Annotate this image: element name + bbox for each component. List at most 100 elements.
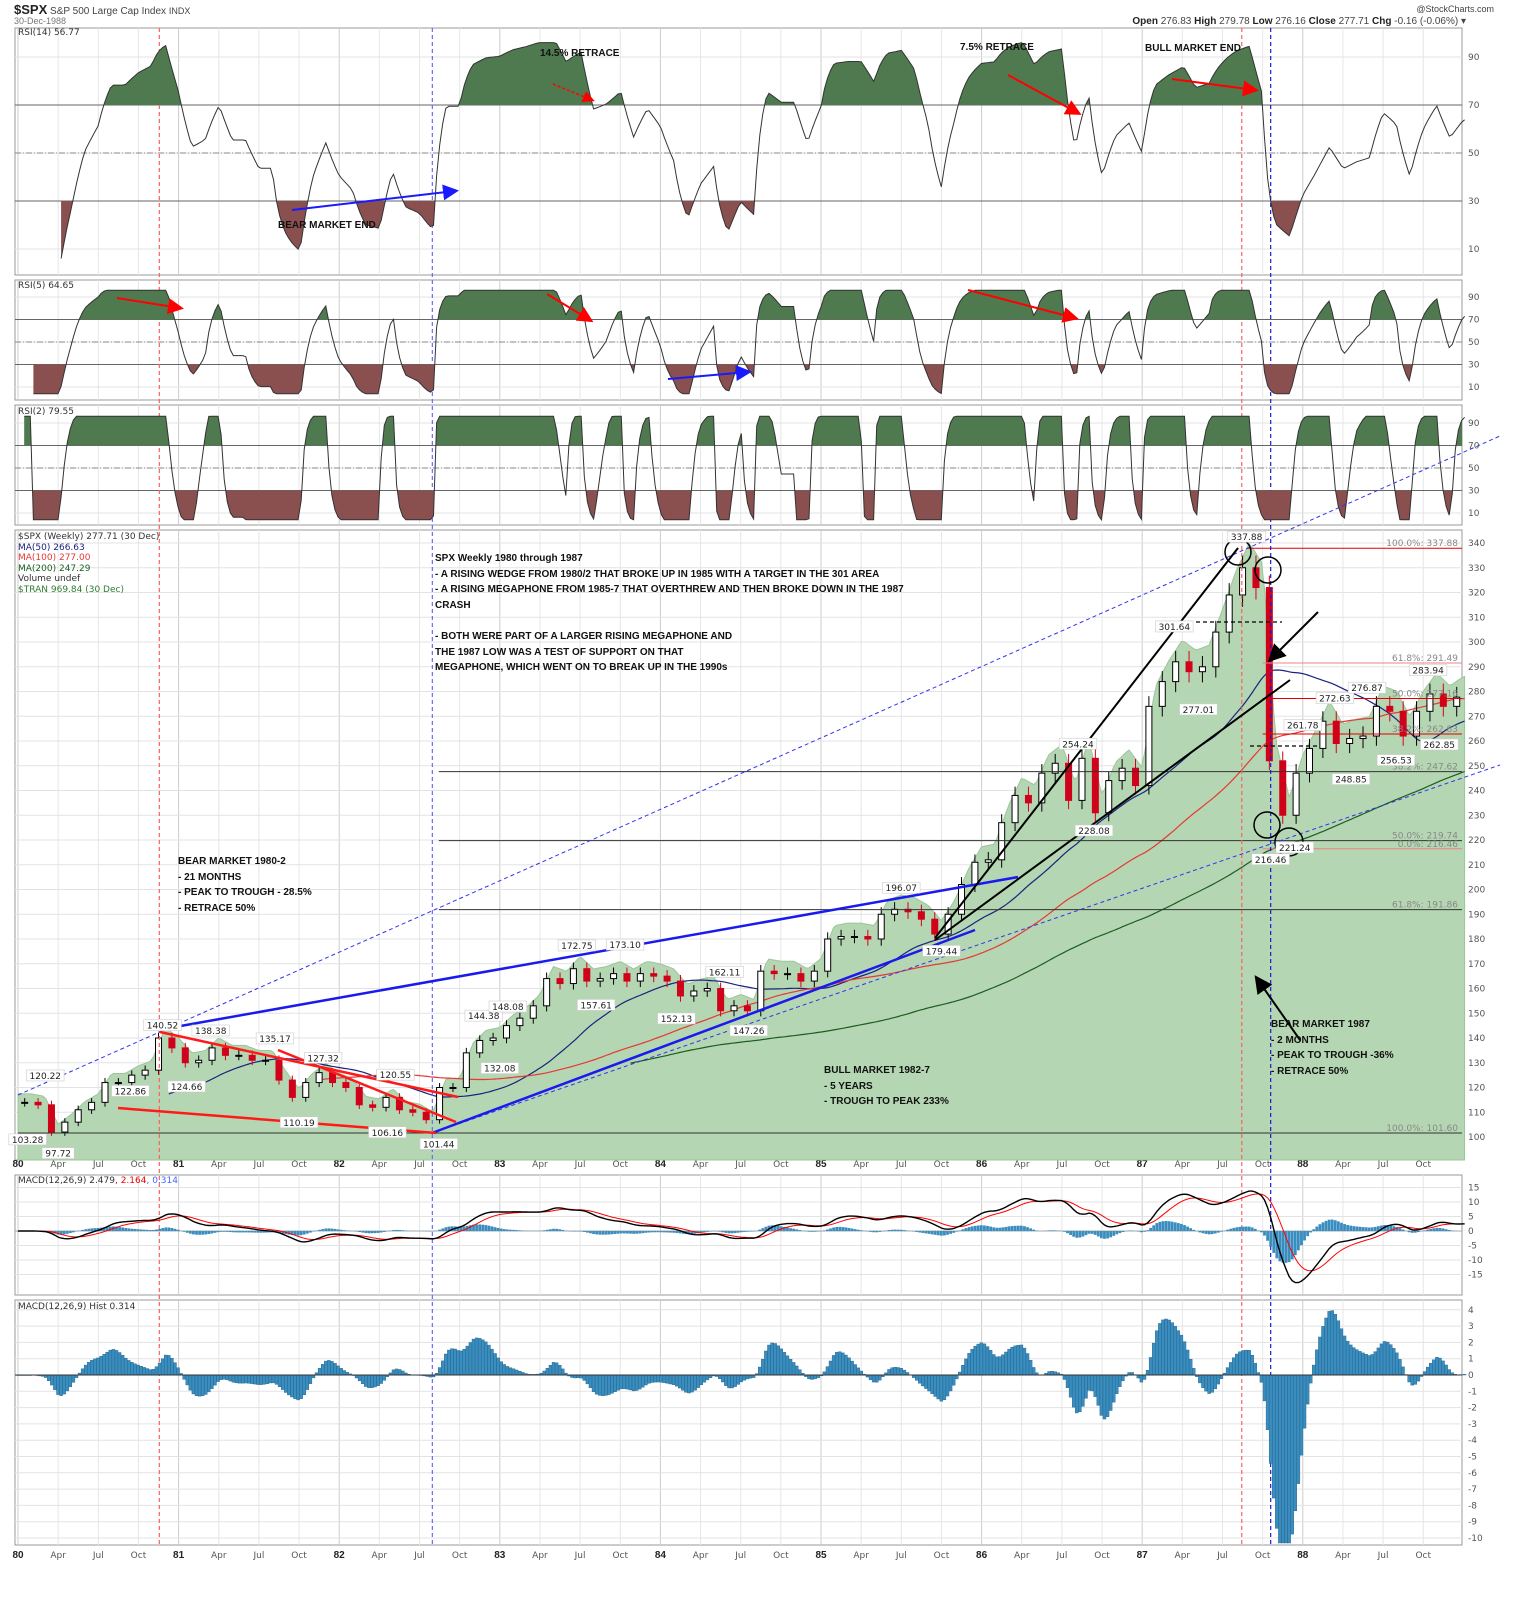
histogram-bar — [1216, 1374, 1221, 1385]
close-label: Close — [1308, 16, 1336, 27]
macd-histogram-bar — [822, 1230, 826, 1231]
histogram-bar — [1318, 1336, 1322, 1376]
macd-histogram-bar — [1296, 1231, 1300, 1251]
histogram-bar — [139, 1366, 143, 1376]
histogram-bar — [357, 1374, 362, 1382]
macd-histogram-bar — [1198, 1231, 1202, 1233]
histogram-bar — [502, 1364, 506, 1376]
macd-histogram-bar — [687, 1231, 691, 1235]
x-axis-year-label: 85 — [815, 1550, 827, 1561]
histogram-bar — [185, 1374, 189, 1386]
macd-histogram-bar — [1066, 1231, 1069, 1234]
histogram-bar — [915, 1374, 919, 1381]
macd-histogram-bar — [115, 1226, 118, 1231]
histogram-bar — [47, 1374, 51, 1381]
macd-histogram-bar — [979, 1225, 983, 1231]
macd-line — [18, 1190, 1465, 1284]
x-axis-month-label: Oct — [612, 1551, 628, 1561]
macd-histogram-bar — [136, 1229, 140, 1231]
price-label: 248.85 — [1335, 776, 1367, 786]
macd-histogram-bar — [1327, 1219, 1331, 1231]
x-axis-month-label: Jul — [1055, 1551, 1067, 1561]
histogram-bar — [1348, 1344, 1353, 1376]
price-axis-tick-label: 250 — [1468, 762, 1485, 772]
histogram-bar — [204, 1374, 208, 1395]
histogram-bar — [1435, 1357, 1439, 1376]
histogram-bar — [1219, 1374, 1224, 1379]
histogram-bar — [108, 1349, 113, 1376]
macd-histogram-bar — [244, 1231, 248, 1233]
macd-histogram-bar — [730, 1231, 734, 1234]
histogram-bar — [382, 1374, 386, 1381]
histogram-bar — [1204, 1374, 1208, 1392]
histogram-bar — [1395, 1352, 1399, 1376]
macd-histogram-bar — [1115, 1231, 1119, 1235]
hist-axis-tick-label: -8 — [1468, 1501, 1477, 1511]
macd-histogram-bar — [1361, 1227, 1365, 1231]
macd-histogram-bar — [1139, 1231, 1143, 1233]
macd-histogram-bar — [930, 1231, 934, 1235]
price-label-box — [1058, 737, 1098, 750]
histogram-bar — [647, 1374, 651, 1384]
price-axis-tick-label: 190 — [1468, 910, 1485, 920]
candle — [663, 975, 671, 982]
histogram-bar — [474, 1337, 479, 1376]
candle — [837, 936, 845, 940]
histogram-bar — [551, 1362, 556, 1376]
macd-histogram-bar — [1075, 1231, 1079, 1238]
macd-histogram-bar — [518, 1230, 522, 1231]
histogram-bar — [1262, 1374, 1267, 1402]
histogram-bar — [1407, 1374, 1411, 1383]
rsi14-axis-tick-label: 30 — [1468, 197, 1480, 207]
histogram-bar — [841, 1352, 845, 1376]
macd-histogram-bar — [573, 1231, 577, 1232]
macd-histogram-bar — [72, 1231, 75, 1233]
histogram-bar — [299, 1374, 303, 1399]
histogram-bar — [259, 1374, 263, 1385]
histogram-bar — [557, 1365, 562, 1376]
macd-histogram-bar — [1106, 1231, 1109, 1239]
price-label-box — [1331, 773, 1371, 785]
macd-histogram-bar — [786, 1227, 789, 1231]
histogram-bar — [545, 1368, 550, 1376]
note-line: SPX Weekly 1980 through 1987 — [435, 553, 583, 564]
histogram-bar — [284, 1374, 288, 1393]
bear-1980-note: BEAR MARKET 1980-2 - 21 MONTHS - PEAK TO… — [178, 854, 312, 916]
macd-histogram-bar — [281, 1231, 285, 1234]
rsi2-axis-tick-label: 30 — [1468, 487, 1480, 497]
macd-histogram-bar — [810, 1231, 814, 1232]
macd-histogram-bar — [936, 1231, 940, 1236]
price-label-box — [1315, 692, 1355, 705]
macd-histogram-bar — [1229, 1228, 1233, 1231]
rsi2-axis-tick-label: 50 — [1468, 464, 1480, 474]
price-label-box — [1155, 620, 1194, 633]
macd-histogram-bar — [472, 1224, 475, 1231]
x-axis-month-label: Apr — [1014, 1160, 1030, 1170]
brand-watermark: @StockCharts.com — [1416, 4, 1494, 14]
macd-histogram-bar — [441, 1228, 445, 1231]
histogram-bar — [247, 1374, 251, 1384]
histogram-bar — [650, 1374, 654, 1383]
note-line: - A RISING MEGAPHONE FROM 1985-7 THAT OV… — [435, 584, 904, 596]
macd-histogram-bar — [361, 1231, 365, 1233]
histogram-bar — [1312, 1364, 1316, 1376]
price-axis-tick-label: 180 — [1468, 935, 1485, 945]
macd-histogram-bar — [672, 1231, 675, 1233]
macd-histogram-bar — [1050, 1230, 1054, 1231]
histogram-bar — [207, 1374, 211, 1393]
histogram-bar — [788, 1359, 793, 1376]
rsi5-overbought-fill — [33, 290, 1462, 320]
note-line: - RETRACE 50% — [178, 902, 256, 914]
histogram-bar — [1158, 1323, 1162, 1376]
macd-histogram-bar — [946, 1231, 949, 1235]
macd-histogram-bar — [619, 1231, 623, 1234]
chevron-down-icon[interactable]: ▾ — [1460, 16, 1466, 27]
histogram-bar — [613, 1374, 617, 1392]
macd-histogram-bar — [68, 1231, 72, 1234]
histogram-bar — [588, 1374, 593, 1389]
low-value: 276.16 — [1275, 16, 1306, 27]
histogram-bar — [130, 1362, 134, 1376]
rsi5-axis-tick-label: 90 — [1468, 293, 1480, 303]
x-axis-month-label: Jul — [895, 1160, 907, 1170]
chart-header: $SPX S&P 500 Large Cap Index INDX — [14, 2, 190, 17]
